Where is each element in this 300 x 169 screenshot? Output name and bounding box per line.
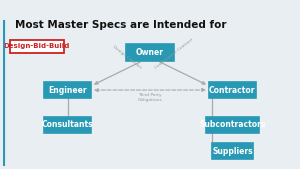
FancyBboxPatch shape	[44, 82, 91, 98]
Text: Suppliers: Suppliers	[212, 147, 253, 156]
Text: Construction Contract: Construction Contract	[154, 37, 194, 70]
FancyBboxPatch shape	[212, 143, 253, 159]
Text: Engineer: Engineer	[48, 86, 87, 94]
Text: Consultants: Consultants	[42, 120, 94, 129]
Text: Owner: Owner	[136, 48, 164, 57]
Text: Design Contract: Design Contract	[112, 45, 142, 70]
FancyBboxPatch shape	[127, 44, 173, 61]
Text: Design-Bid-Build: Design-Bid-Build	[4, 43, 70, 50]
Text: Subcontractors: Subcontractors	[199, 120, 266, 129]
Text: Contractor: Contractor	[209, 86, 256, 94]
FancyBboxPatch shape	[206, 117, 259, 132]
Text: Most Master Specs are Intended for: Most Master Specs are Intended for	[15, 20, 226, 30]
Text: Third Party
Obligations: Third Party Obligations	[138, 93, 162, 102]
FancyBboxPatch shape	[44, 117, 91, 132]
FancyBboxPatch shape	[10, 40, 64, 53]
FancyBboxPatch shape	[209, 82, 256, 98]
